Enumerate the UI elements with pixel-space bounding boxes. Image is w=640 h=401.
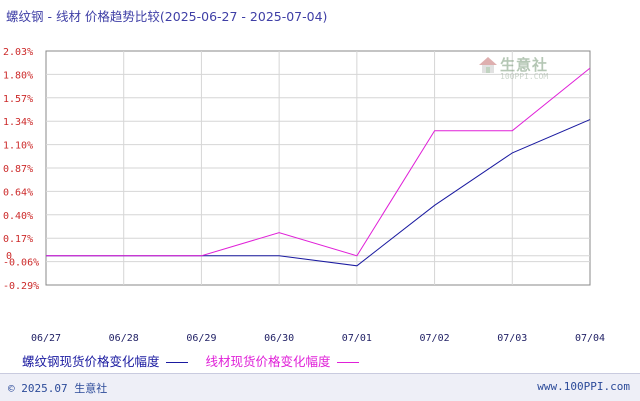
legend-swatch-wire <box>336 362 359 363</box>
legend-item-rebar: 螺纹钢现货价格变化幅度 <box>22 351 188 370</box>
x-tick-label: 06/27 <box>31 333 61 344</box>
house-icon <box>479 57 497 73</box>
y-tick-label: -0.29% <box>3 281 39 292</box>
y-tick-label: 0.40% <box>3 211 33 222</box>
y-tick-label: -0.06% <box>3 258 39 269</box>
x-tick-label: 06/28 <box>109 333 139 344</box>
legend: 螺纹钢现货价格变化幅度 线材现货价格变化幅度 <box>22 351 373 370</box>
legend-label-wire: 线材现货价格变化幅度 <box>205 354 331 369</box>
footer-url: www.100PPI.com <box>537 380 630 393</box>
footer-copyright: © 2025.07 生意社 <box>8 382 108 395</box>
legend-item-wire: 线材现货价格变化幅度 <box>206 351 359 370</box>
x-tick-label: 07/01 <box>342 333 372 344</box>
y-tick-label: 1.10% <box>3 141 33 152</box>
y-tick-label: 1.57% <box>3 94 33 105</box>
legend-swatch-rebar <box>165 362 188 363</box>
watermark-name: 生意社 <box>500 56 549 74</box>
y-tick-label: 1.80% <box>3 70 33 81</box>
trend-chart: 2.03% 1.80% 1.57% 1.34% 1.10% 0.87% 0.64% 0.40%… <box>3 47 605 344</box>
chart-title: 螺纹钢 - 线材 价格趋势比较(2025-06-27 - 2025-07-04) <box>6 9 328 24</box>
grid-lines <box>46 51 590 285</box>
watermark-site: 100PPI.COM <box>500 72 549 81</box>
series-line-1 <box>46 67 591 257</box>
y-tick-label: 0.17% <box>3 234 33 245</box>
y-tick-label: 0.64% <box>3 187 33 198</box>
x-tick-label: 07/02 <box>420 333 450 344</box>
x-tick-label: 06/29 <box>186 333 216 344</box>
x-axis-ticks: 06/27 06/28 06/29 06/30 07/01 07/02 07/03 07/04 <box>31 333 605 344</box>
footer-bar: © 2025.07 生意社 www.100PPI.com <box>0 373 640 401</box>
series-lines <box>46 67 591 267</box>
y-zero-label: 0 <box>6 251 12 262</box>
x-tick-label: 06/30 <box>264 333 294 344</box>
legend-label-rebar: 螺纹钢现货价格变化幅度 <box>22 354 160 369</box>
x-tick-label: 07/03 <box>497 333 527 344</box>
watermark-logo: 生意社 100PPI.COM <box>478 54 578 88</box>
y-tick-label: 2.03% <box>3 47 33 58</box>
y-axis-ticks: 2.03% 1.80% 1.57% 1.34% 1.10% 0.87% 0.64% 0.40%… <box>3 47 39 292</box>
y-tick-label: 0.87% <box>3 164 33 175</box>
x-tick-label: 07/04 <box>575 333 605 344</box>
y-tick-label: 1.34% <box>3 117 33 128</box>
